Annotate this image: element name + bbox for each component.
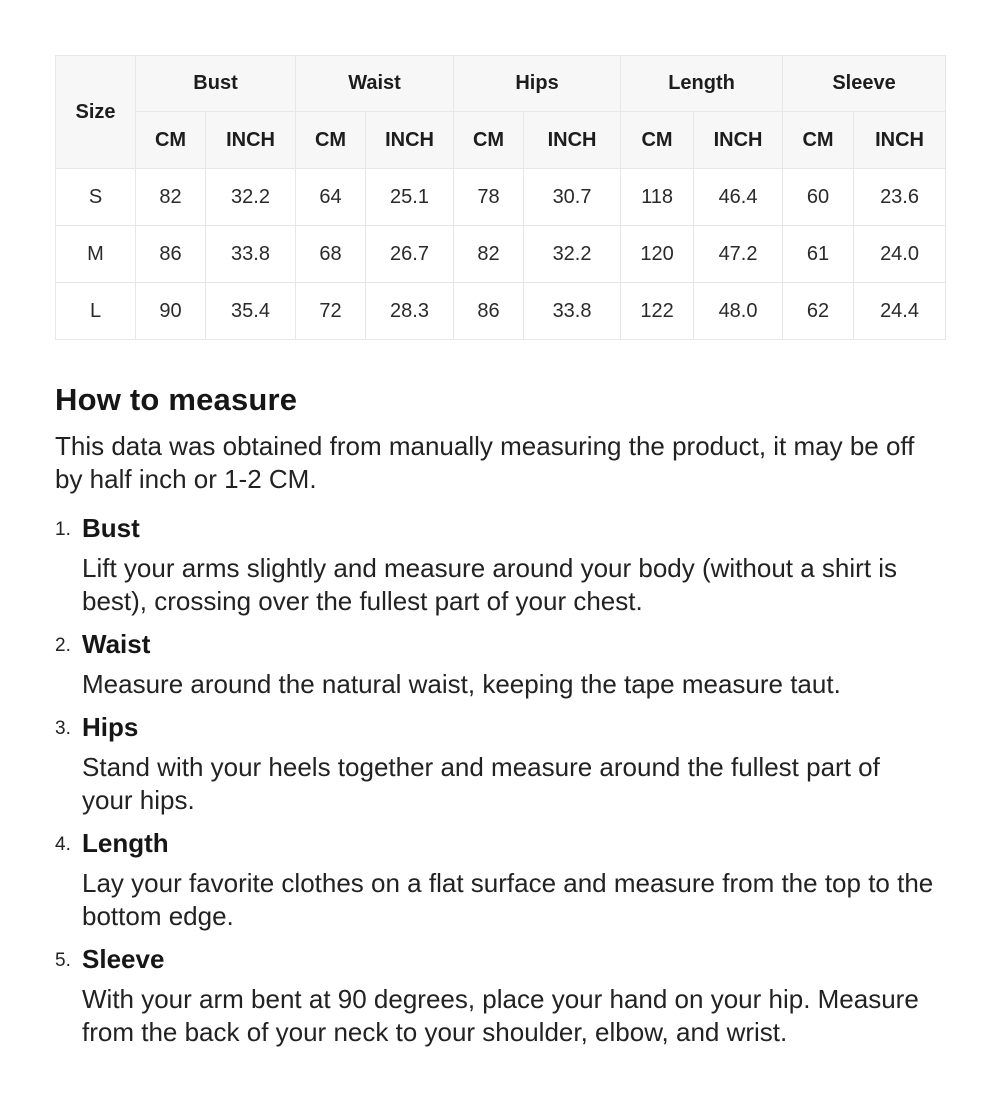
unit-header-cm: CM — [620, 111, 695, 169]
unit-header-inch: INCH — [523, 111, 622, 169]
value-cell: 33.8 — [204, 225, 297, 283]
step-number: 1. — [55, 519, 71, 540]
step-number: 3. — [55, 718, 71, 739]
unit-header-cm: CM — [135, 111, 206, 169]
step-term: Bust — [82, 513, 140, 543]
group-header-hips: Hips — [453, 55, 622, 112]
value-cell: 47.2 — [693, 225, 784, 283]
value-cell: 64 — [295, 168, 367, 226]
measure-step-hips: 3. Hips Stand with your heels together a… — [55, 711, 945, 817]
value-cell: 82 — [135, 168, 206, 226]
value-cell: 48.0 — [693, 282, 784, 340]
how-to-measure-heading: How to measure — [55, 382, 298, 417]
size-column-header: Size — [55, 55, 136, 169]
table-group-header-row: Size Bust Waist Hips Length Sleeve — [55, 55, 947, 169]
size-cell: S — [55, 168, 136, 226]
size-cell: M — [55, 225, 136, 283]
measure-step-bust: 1. Bust Lift your arms slightly and meas… — [55, 512, 945, 618]
value-cell: 23.6 — [853, 168, 947, 226]
value-cell: 68 — [295, 225, 367, 283]
table-row-size-m: M 86 33.8 68 26.7 82 32.2 120 47.2 61 24… — [55, 225, 947, 283]
step-description: Stand with your heels together and measu… — [82, 752, 880, 815]
value-cell: 82 — [453, 225, 525, 283]
unit-header-inch: INCH — [365, 111, 455, 169]
value-cell: 118 — [620, 168, 695, 226]
value-cell: 33.8 — [523, 282, 622, 340]
value-cell: 86 — [135, 225, 206, 283]
unit-header-cm: CM — [782, 111, 855, 169]
value-cell: 120 — [620, 225, 695, 283]
step-term: Waist — [82, 629, 151, 659]
step-description: With your arm bent at 90 degrees, place … — [82, 984, 919, 1047]
unit-header-inch: INCH — [693, 111, 784, 169]
step-description: Lay your favorite clothes on a flat surf… — [82, 868, 934, 931]
value-cell: 35.4 — [204, 282, 297, 340]
group-header-bust: Bust — [134, 55, 297, 112]
value-cell: 61 — [782, 225, 855, 283]
value-cell: 122 — [620, 282, 695, 340]
value-cell: 25.1 — [365, 168, 455, 226]
value-cell: 86 — [453, 282, 525, 340]
value-cell: 26.7 — [365, 225, 455, 283]
step-term: Hips — [82, 712, 139, 742]
value-cell: 62 — [782, 282, 855, 340]
size-cell: L — [55, 282, 136, 340]
step-number: 2. — [55, 635, 71, 656]
value-cell: 60 — [782, 168, 855, 226]
step-term: Length — [82, 828, 169, 858]
table-unit-header-row: CM INCH CM INCH CM INCH CM INCH CM INCH — [56, 111, 947, 169]
step-number: 4. — [55, 834, 71, 855]
group-header-length: Length — [620, 55, 784, 112]
table-row-size-l: L 90 35.4 72 28.3 86 33.8 122 48.0 62 24… — [55, 282, 947, 340]
unit-header-inch: INCH — [853, 111, 947, 169]
group-header-waist: Waist — [295, 55, 455, 112]
step-description: Lift your arms slightly and measure arou… — [82, 553, 898, 616]
value-cell: 46.4 — [693, 168, 784, 226]
value-cell: 78 — [453, 168, 525, 226]
size-chart-table: Size Bust Waist Hips Length Sleeve CM IN… — [55, 55, 947, 340]
value-cell: 24.4 — [853, 282, 947, 340]
step-term: Sleeve — [82, 944, 165, 974]
measure-step-sleeve: 5. Sleeve With your arm bent at 90 degre… — [55, 943, 945, 1049]
value-cell: 32.2 — [204, 168, 297, 226]
table-row-size-s: S 82 32.2 64 25.1 78 30.7 118 46.4 60 23… — [55, 168, 947, 226]
step-number: 5. — [55, 950, 71, 971]
measure-intro-paragraph: This data was obtained from manually mea… — [55, 431, 915, 494]
value-cell: 90 — [135, 282, 206, 340]
value-cell: 72 — [295, 282, 367, 340]
group-header-sleeve: Sleeve — [782, 55, 947, 112]
unit-header-cm: CM — [453, 111, 525, 169]
value-cell: 30.7 — [523, 168, 622, 226]
value-cell: 28.3 — [365, 282, 455, 340]
measure-step-waist: 2. Waist Measure around the natural wais… — [55, 628, 945, 701]
value-cell: 32.2 — [523, 225, 622, 283]
measure-steps-list: 1. Bust Lift your arms slightly and meas… — [55, 512, 945, 1049]
unit-header-inch: INCH — [204, 111, 297, 169]
measure-step-length: 4. Length Lay your favorite clothes on a… — [55, 827, 945, 933]
unit-header-cm: CM — [295, 111, 367, 169]
value-cell: 24.0 — [853, 225, 947, 283]
step-description: Measure around the natural waist, keepin… — [82, 669, 841, 699]
